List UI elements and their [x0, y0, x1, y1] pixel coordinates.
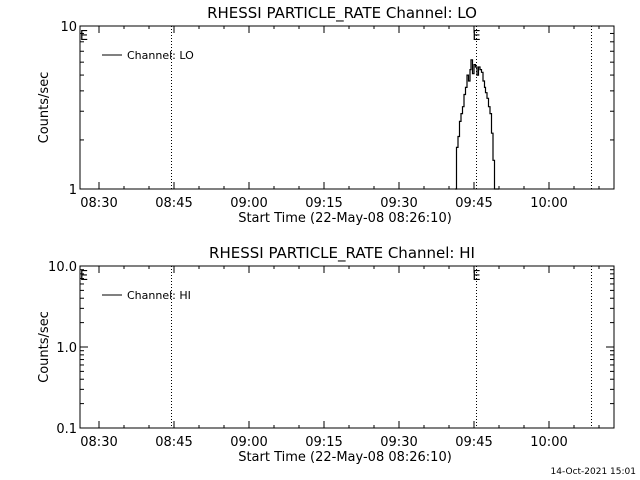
x-tick-label: 08:45 — [155, 435, 192, 450]
panel-hi: RHESSI PARTICLE_RATE Channel: HI Counts/s… — [37, 244, 615, 465]
y-tick-label: 1.0 — [56, 341, 77, 356]
legend-label: Channel: HI — [127, 289, 191, 302]
x-axis-label: Start Time (22-May-08 08:26:10) — [238, 450, 452, 465]
y-axis-label: Counts/sec — [37, 72, 52, 144]
x-tick-label: 09:30 — [380, 435, 417, 450]
x-tick-label: 10:00 — [530, 435, 567, 450]
event-marker-label: E — [472, 269, 480, 284]
y-tick-label: 10 — [60, 20, 77, 35]
x-tick-label: 08:30 — [80, 196, 117, 211]
x-tick-label: 08:30 — [80, 435, 117, 450]
panel-lo: RHESSI PARTICLE_RATE Channel: LO Counts/s… — [37, 4, 615, 226]
chart-title: RHESSI PARTICLE_RATE Channel: HI — [209, 244, 475, 263]
event-marker-label: E — [80, 29, 88, 44]
event-marker-label: E — [80, 269, 88, 284]
series-line-channel-lo — [455, 59, 499, 190]
y-axis-label: Counts/sec — [37, 311, 52, 383]
footer-timestamp: 14-Oct-2021 15:01 — [551, 467, 636, 477]
x-tick-label: 09:00 — [230, 196, 267, 211]
y-tick-label: 1 — [69, 183, 77, 198]
x-tick-label: 09:45 — [455, 435, 492, 450]
event-marker-label: E — [472, 29, 480, 44]
x-tick-label: 09:45 — [455, 196, 492, 211]
x-tick-label: 09:15 — [305, 435, 342, 450]
legend-label: Channel: LO — [127, 49, 194, 62]
x-tick-label: 10:00 — [530, 196, 567, 211]
chart-title: RHESSI PARTICLE_RATE Channel: LO — [207, 4, 477, 23]
x-tick-label: 09:30 — [380, 196, 417, 211]
y-tick-label: 10.0 — [48, 260, 77, 275]
x-tick-label: 09:15 — [305, 196, 342, 211]
plot-frame — [79, 25, 615, 190]
x-axis-label: Start Time (22-May-08 08:26:10) — [238, 211, 452, 226]
x-tick-label: 08:45 — [155, 196, 192, 211]
y-tick-label: 0.1 — [56, 422, 77, 437]
x-tick-label: 09:00 — [230, 435, 267, 450]
